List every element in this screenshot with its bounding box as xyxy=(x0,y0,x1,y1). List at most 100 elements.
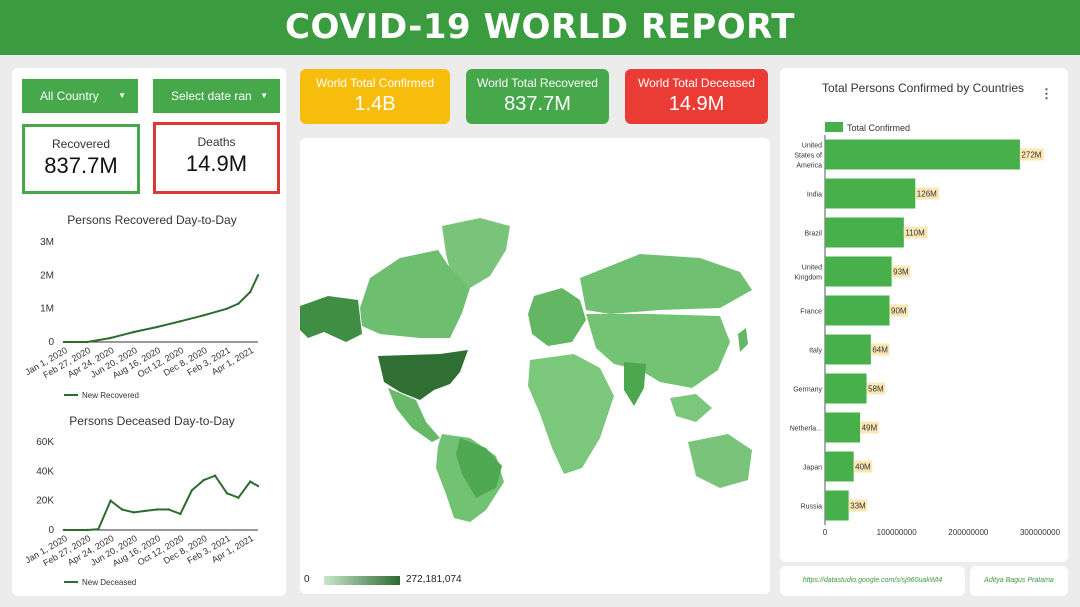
bar xyxy=(825,451,854,482)
bar-value-label: 93M xyxy=(893,268,909,277)
bar-category-label: Japan xyxy=(803,465,822,472)
map-region-canada xyxy=(360,250,470,338)
bar-category-label: America xyxy=(796,163,822,170)
bar xyxy=(825,490,849,521)
bar-category-label: Brazil xyxy=(804,231,822,238)
map-region-se-asia xyxy=(670,394,712,422)
bar-value-label: 90M xyxy=(891,307,907,316)
recovered-data-point xyxy=(202,314,205,317)
bar-category-label: France xyxy=(800,309,822,316)
deceased-data-point xyxy=(213,474,217,477)
bar xyxy=(825,217,904,248)
bar-x-tick: 200000000 xyxy=(948,528,989,537)
map-region-asia xyxy=(586,314,730,388)
date-range-dropdown[interactable]: Select date range ▼ xyxy=(153,79,280,113)
deceased-data-point xyxy=(190,489,194,492)
map-legend-min: 0 xyxy=(304,574,310,585)
bar xyxy=(825,139,1020,170)
recovered-data-point xyxy=(256,274,260,277)
kpi-recovered-label: World Total Recovered xyxy=(477,76,598,90)
recovered-data-point xyxy=(237,302,240,305)
chevron-down-icon: ▼ xyxy=(252,79,268,113)
map-legend-max: 272,181,074 xyxy=(406,574,462,585)
bar-category-label: Germany xyxy=(793,387,822,394)
bar-category-label: Italy xyxy=(809,348,822,355)
deceased-legend-label: New Deceased xyxy=(82,578,136,587)
deceased-data-point xyxy=(225,492,229,495)
kpi-recovered-value: 837.7M xyxy=(504,93,571,115)
deceased-data-point xyxy=(179,512,182,516)
bar-value-label: 64M xyxy=(872,346,888,355)
world-choropleth-map[interactable] xyxy=(300,138,770,558)
bar-category-label: Russia xyxy=(801,504,823,511)
deceased-data-point xyxy=(109,499,112,502)
report-title: COVID-19 WORLD REPORT xyxy=(0,0,1080,55)
recovered-y-tick: 3M xyxy=(40,237,54,248)
recovered-y-tick: 2M xyxy=(40,270,54,281)
bar-category-label: United xyxy=(802,265,822,272)
bar-value-label-bg xyxy=(889,304,909,317)
deceased-data-point xyxy=(202,478,205,482)
date-range-label: Select date range xyxy=(171,89,266,103)
bar xyxy=(825,178,916,209)
bar xyxy=(825,334,871,365)
deceased-data-point xyxy=(249,480,252,483)
deceased-data-point xyxy=(144,509,147,513)
bar-value-label-bg xyxy=(891,265,911,278)
map-region-brazil xyxy=(456,438,502,498)
bar xyxy=(825,373,867,404)
bar-value-label: 33M xyxy=(850,502,866,511)
map-legend: 0 272,181,074 xyxy=(304,574,604,588)
recovered-y-tick: 1M xyxy=(40,304,54,315)
deaths-label: Deaths xyxy=(197,135,236,149)
bar-value-label-bg xyxy=(870,343,890,356)
deceased-data-point xyxy=(62,528,66,532)
kpi-recovered-card: World Total Recovered 837.7M xyxy=(466,69,609,124)
bar-category-label: Netherla... xyxy=(790,426,822,433)
deceased-data-point xyxy=(155,508,159,511)
kpi-deceased-value: 14.9M xyxy=(668,93,725,115)
kpi-confirmed-label: World Total Confirmed xyxy=(315,76,435,90)
kpi-deceased-label: World Total Deceased xyxy=(638,76,755,90)
bar-x-tick: 100000000 xyxy=(877,528,918,537)
deceased-data-point xyxy=(97,528,100,531)
map-region-usa xyxy=(378,350,468,400)
world-map-panel: 0 272,181,074 xyxy=(300,138,770,594)
recovered-data-point xyxy=(62,340,66,344)
bar-value-label: 49M xyxy=(862,424,878,433)
deceased-data-point xyxy=(120,508,124,511)
country-filter-label: All Country xyxy=(40,89,99,103)
deceased-chart-title: Persons Deceased Day-to-Day xyxy=(69,414,235,428)
map-region-alaska xyxy=(300,296,362,342)
bar-value-label-bg xyxy=(860,421,879,434)
recovered-y-tick: 0 xyxy=(48,337,54,348)
bar-x-tick: 300000000 xyxy=(1020,528,1061,537)
bar-category-label: India xyxy=(807,192,822,199)
bar-x-tick: 0 xyxy=(823,528,828,537)
recovered-data-point xyxy=(86,340,89,344)
deceased-y-tick: 20K xyxy=(36,496,54,507)
bar-value-label-bg xyxy=(866,382,886,395)
map-region-australia xyxy=(688,434,752,488)
bar xyxy=(825,412,861,443)
map-region-europe xyxy=(528,288,586,346)
recovered-data-point xyxy=(132,330,136,334)
bar-value-label: 272M xyxy=(1021,151,1041,160)
map-region-africa xyxy=(528,354,614,474)
recovered-chart-title: Persons Recovered Day-to-Day xyxy=(67,213,237,227)
kpi-confirmed-value: 1.4B xyxy=(354,93,396,115)
bar-value-label-bg xyxy=(915,187,940,200)
map-region-india xyxy=(624,362,646,406)
country-filter-dropdown[interactable]: All Country ▼ xyxy=(22,79,138,113)
recovered-label: Recovered xyxy=(51,137,111,151)
deceased-series-line xyxy=(64,474,259,531)
bar-chart-more-icon[interactable]: ⋮ xyxy=(1040,86,1053,101)
bar-legend-swatch xyxy=(825,122,843,132)
source-link[interactable]: https://datastudio.google.com/s/sj960uak… xyxy=(780,566,965,596)
recovered-data-point xyxy=(109,336,112,340)
deceased-data-point xyxy=(86,528,89,532)
bar-value-label-bg xyxy=(853,460,873,473)
deaths-scorecard: Deaths 14.9M xyxy=(153,122,280,194)
deceased-y-tick: 40K xyxy=(36,466,54,477)
